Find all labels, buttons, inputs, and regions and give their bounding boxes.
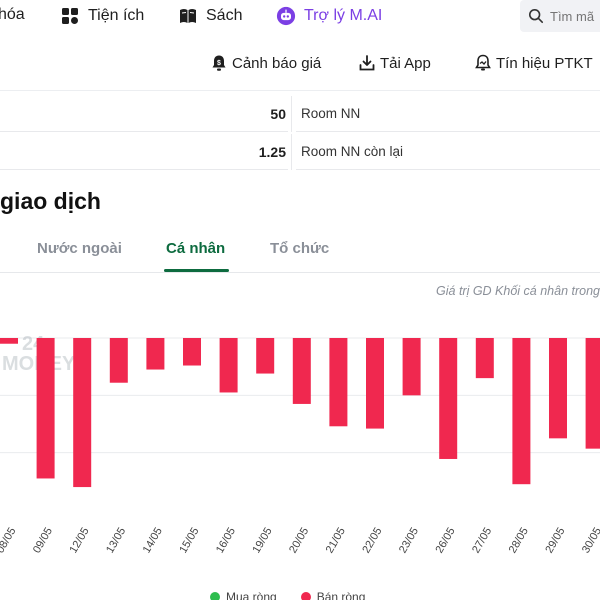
legend-item-sell[interactable]: Bán ròng (300, 590, 366, 600)
divider (296, 169, 600, 170)
nav-item-label: hóa (0, 6, 25, 23)
tab-foreign[interactable]: Nước ngoài (37, 240, 122, 257)
chart-bar[interactable] (292, 338, 311, 404)
info-value: 1.25 (258, 144, 286, 160)
technical-signal-label: Tín hiệu PTKT (496, 54, 593, 72)
chart-bar[interactable] (0, 338, 18, 344)
chart-bar[interactable] (73, 338, 92, 488)
chart-bar[interactable] (549, 338, 567, 439)
x-tick-label: 09/05 (31, 526, 55, 556)
legend-label: Bán ròng (316, 590, 366, 600)
search-input[interactable] (550, 8, 600, 24)
legend-label: Mua ròng (226, 590, 277, 600)
x-tick-label: 15/05 (177, 526, 201, 556)
book-icon (180, 9, 196, 23)
chart-bar[interactable] (512, 338, 531, 485)
nav-item-ai-assistant[interactable]: Trợ lý M.AI (276, 6, 382, 26)
chart-bar[interactable] (256, 338, 275, 374)
divider (0, 90, 600, 91)
info-value: 50 (270, 106, 286, 122)
chart-bar[interactable] (402, 338, 421, 396)
x-tick-label: 20/05 (287, 526, 311, 556)
info-label: Room NN (301, 106, 361, 121)
chart: 24 MONEY 08/0509/0512/0513/0514/0515/051… (0, 310, 600, 600)
tab-institutional[interactable]: Tổ chức (270, 240, 330, 257)
x-tick-label: 26/05 (434, 526, 458, 556)
chart-bar[interactable] (219, 338, 238, 393)
grid-icon (62, 8, 78, 24)
download-app-button[interactable]: Tải App (358, 54, 431, 72)
chart-bar[interactable] (366, 338, 384, 429)
nav-item-label: Trợ lý M.AI (304, 7, 383, 24)
divider (0, 169, 288, 170)
x-tick-label: 27/05 (470, 526, 494, 556)
x-tick-label: 23/05 (397, 526, 421, 556)
nav-item-utilities[interactable]: Tiện ích (60, 6, 144, 26)
chart-bar[interactable] (475, 338, 494, 379)
nav-item-label: Sách (206, 7, 243, 24)
technical-signal-button[interactable]: Tín hiệu PTKT (474, 54, 593, 72)
bell-dollar-icon: $ (212, 55, 226, 71)
divider (296, 131, 600, 132)
chart-bar[interactable] (109, 338, 128, 383)
action-bar: $ Cảnh báo giá Tải App Tín hiệu PTKT (0, 48, 600, 84)
chart-bar[interactable] (329, 338, 348, 427)
chart-caption: Giá trị GD Khối cá nhân trong (436, 284, 600, 298)
x-tick-label: 16/05 (214, 526, 238, 556)
info-label: Room NN còn lại (301, 144, 404, 159)
divider (291, 134, 292, 170)
search-icon (528, 8, 544, 24)
active-tab-indicator (164, 269, 229, 272)
x-tick-label: 19/05 (251, 526, 275, 556)
x-tick-label: 13/05 (104, 526, 128, 556)
x-tick-label: 14/05 (141, 526, 165, 556)
section-title: giao dịch (0, 188, 101, 214)
nav-item-books[interactable]: Sách (178, 6, 242, 26)
chart-bar[interactable] (146, 338, 165, 370)
x-tick-label: 29/05 (543, 526, 567, 556)
legend-dot (210, 592, 220, 600)
divider (0, 131, 288, 132)
x-tick-label: 28/05 (507, 526, 531, 556)
divider (291, 96, 292, 132)
chart-bar[interactable] (585, 338, 600, 449)
nav-item-label: Tiện ích (88, 7, 145, 24)
search-box[interactable] (520, 0, 600, 32)
investor-tabs: Nước ngoài Cá nhân Tổ chức (0, 234, 600, 274)
download-icon (359, 55, 375, 71)
nav-item-partial[interactable]: hóa (0, 6, 25, 24)
legend-item-buy[interactable]: Mua ròng (210, 590, 277, 600)
top-nav: hóa Tiện ích Sách Trợ lý M.AI (0, 0, 600, 34)
robot-icon (276, 6, 296, 26)
chart-bar[interactable] (36, 338, 55, 479)
chart-bar[interactable] (183, 338, 201, 366)
divider (0, 272, 600, 273)
chart-bar[interactable] (439, 338, 458, 459)
chart-legend: Mua ròng Bán ròng (210, 590, 365, 600)
tab-individual[interactable]: Cá nhân (166, 240, 226, 257)
bar-chart: 24 MONEY 08/0509/0512/0513/0514/0515/051… (0, 333, 600, 556)
x-tick-label: 30/05 (580, 526, 600, 556)
price-alert-button[interactable]: $ Cảnh báo giá (210, 54, 321, 72)
info-row-room-nn-remaining: 1.25 Room NN còn lại (0, 134, 600, 170)
legend-dot (300, 592, 311, 600)
price-alert-label: Cảnh báo giá (232, 54, 322, 72)
x-tick-label: 22/05 (360, 526, 384, 556)
bell-signal-icon (475, 54, 491, 71)
x-tick-label: 12/05 (68, 526, 92, 556)
x-tick-label: 08/05 (0, 526, 18, 556)
x-tick-label: 21/05 (324, 526, 348, 556)
download-app-label: Tải App (380, 54, 431, 72)
svg-text:$: $ (217, 60, 221, 67)
info-row-room-nn: 50 Room NN (0, 96, 600, 132)
